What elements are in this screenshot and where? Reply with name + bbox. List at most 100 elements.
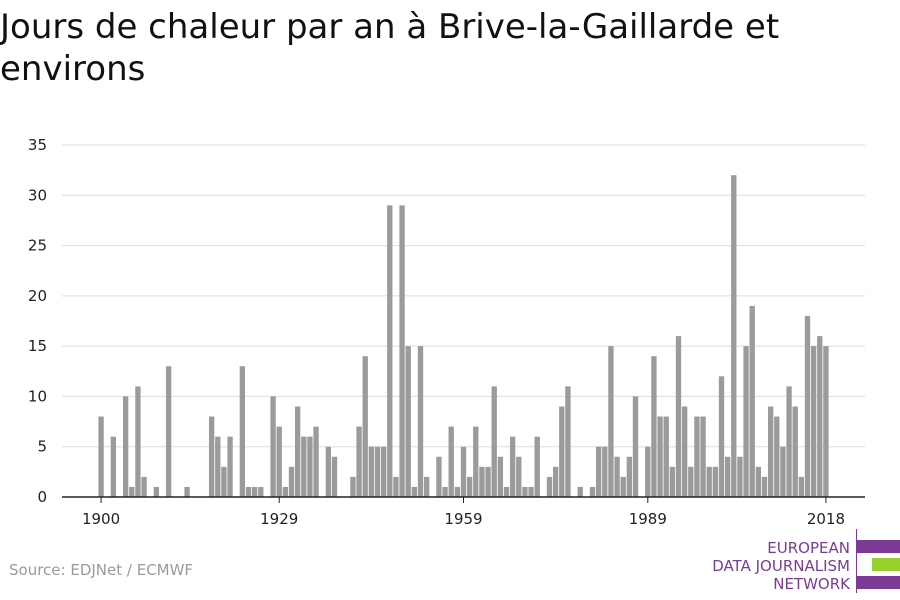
bar-1930 <box>282 486 289 497</box>
logo-bar-top <box>857 540 900 553</box>
bar-1985 <box>620 476 626 497</box>
bar-1950 <box>405 346 411 497</box>
bar-1929 <box>276 426 282 497</box>
bar-1934 <box>307 436 313 497</box>
bar-1949 <box>399 205 405 497</box>
bar-1955 <box>436 456 442 497</box>
y-tick-label: 35 <box>28 136 47 154</box>
bar-1959 <box>460 446 467 497</box>
bar-1907 <box>141 476 147 497</box>
bar-1970 <box>528 486 534 497</box>
x-tick-label: 1929 <box>260 510 298 528</box>
logo-line-data-journalism: DATA JOURNALISM <box>712 557 850 575</box>
bar-1993 <box>669 466 676 497</box>
bar-2002 <box>724 456 731 497</box>
y-axis-labels: 0 5 10 15 20 25 30 35 <box>28 136 47 506</box>
bar-1986 <box>626 456 633 497</box>
bar-1961 <box>473 426 479 497</box>
logo-bar-bottom <box>857 576 900 589</box>
bar-1951 <box>411 486 418 497</box>
bar-1945 <box>374 446 381 497</box>
bar-1966 <box>503 486 510 497</box>
bar-1924 <box>245 486 252 497</box>
bar-1914 <box>184 486 190 497</box>
bar-2015 <box>804 315 811 497</box>
bar-2001 <box>718 376 725 497</box>
bar-1987 <box>632 396 639 497</box>
x-tick-label: 2018 <box>807 510 845 528</box>
bar-1973 <box>546 476 553 497</box>
bar-1989 <box>645 446 651 497</box>
bar-2010 <box>774 416 780 497</box>
bar-1905 <box>129 486 135 497</box>
logo-line-network: NETWORK <box>773 575 850 593</box>
logo-separator <box>856 529 857 593</box>
bar-1994 <box>675 336 682 497</box>
bar-2008 <box>761 476 768 497</box>
bar-1999 <box>706 466 712 497</box>
x-tick-label: 1989 <box>629 510 667 528</box>
bar-1921 <box>227 436 233 497</box>
bar-1944 <box>368 446 375 497</box>
bar-1911 <box>165 366 172 497</box>
bar-1974 <box>552 466 559 497</box>
bar-1995 <box>681 406 688 497</box>
x-tick-label: 1900 <box>82 510 120 528</box>
bar-1948 <box>393 476 399 497</box>
bar-1947 <box>387 205 393 497</box>
bar-1975 <box>559 406 565 497</box>
bar-2011 <box>780 446 786 497</box>
bar-1931 <box>288 466 295 497</box>
bar-1991 <box>657 416 663 497</box>
bar-1956 <box>442 486 448 497</box>
bar-1943 <box>362 356 368 497</box>
bar-1906 <box>135 386 141 497</box>
bar-1996 <box>688 466 694 497</box>
edjnet-logo[interactable]: EUROPEAN DATA JOURNALISM NETWORK <box>710 529 900 593</box>
bar-1941 <box>350 476 356 497</box>
bar-1938 <box>331 456 338 497</box>
bar-2009 <box>767 406 774 497</box>
bar-2016 <box>810 346 817 497</box>
bar-1976 <box>565 386 571 497</box>
bar-1963 <box>485 466 491 497</box>
bars <box>98 175 829 498</box>
bar-2003 <box>731 175 737 498</box>
bar-1928 <box>270 396 276 497</box>
bar-1919 <box>215 436 221 497</box>
bar-1971 <box>534 436 540 497</box>
y-tick-label: 25 <box>28 237 47 255</box>
y-tick-label: 15 <box>28 337 47 355</box>
bar-1958 <box>454 486 461 497</box>
bar-1953 <box>423 476 430 497</box>
bar-1923 <box>239 366 246 497</box>
x-axis-ticks: 1900 1929 1959 1989 2018 <box>82 497 845 528</box>
bar-1942 <box>356 426 362 497</box>
y-tick-label: 20 <box>28 287 47 305</box>
source-note: Source: EDJNet / ECMWF <box>9 561 194 579</box>
logo-bar-middle <box>872 558 900 571</box>
bar-1978 <box>577 486 583 497</box>
bar-1937 <box>325 446 332 497</box>
bar-1926 <box>258 486 264 497</box>
bar-1900 <box>98 416 104 497</box>
bar-1969 <box>522 486 528 497</box>
bar-2012 <box>786 386 792 497</box>
bar-1997 <box>694 416 700 497</box>
y-tick-label: 30 <box>28 186 47 204</box>
bar-1965 <box>497 456 504 497</box>
bar-1904 <box>122 396 129 497</box>
bar-2005 <box>743 346 749 497</box>
bar-2007 <box>755 466 762 497</box>
bar-2000 <box>712 466 719 497</box>
bar-1964 <box>491 386 497 497</box>
bar-1902 <box>110 436 117 497</box>
bar-1957 <box>448 426 454 497</box>
bar-1980 <box>589 486 596 497</box>
bar-1946 <box>380 446 387 497</box>
chart-title: Jours de chaleur par an à Brive-la-Gaill… <box>0 7 780 89</box>
bar-1982 <box>602 446 608 497</box>
bar-1952 <box>417 346 424 497</box>
bar-1962 <box>479 466 485 497</box>
